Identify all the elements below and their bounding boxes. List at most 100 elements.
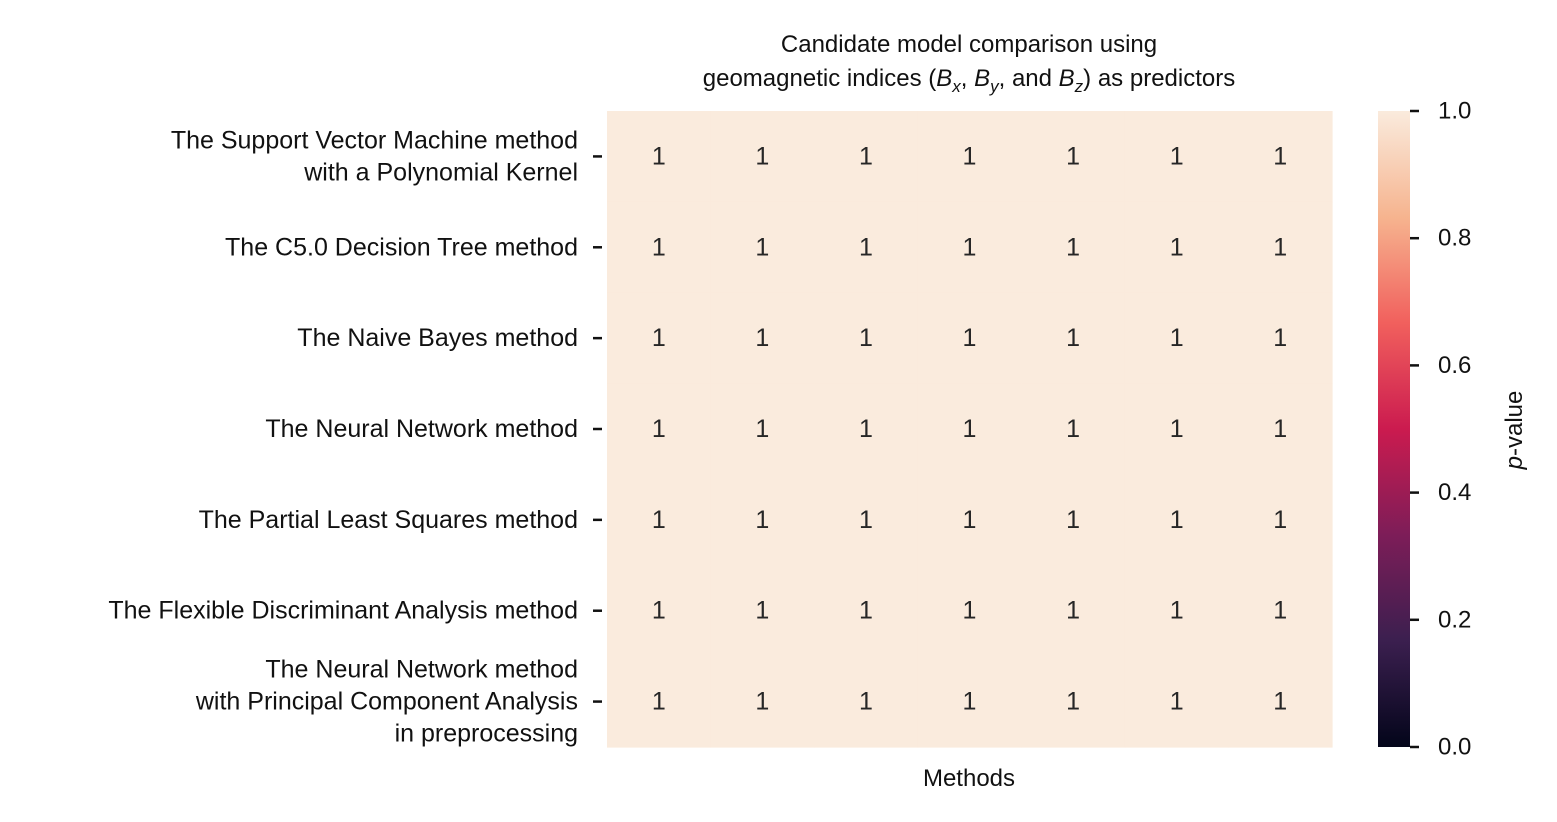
colorbar-gradient — [1378, 111, 1410, 747]
colorbar: 0.0 0.2 0.4 0.6 0.8 1.0 p-value — [1378, 98, 1528, 761]
cell-value-label: 1 — [859, 233, 873, 261]
cell-value-label: 1 — [859, 142, 873, 170]
colorbar-tick-label: 0.0 — [1438, 734, 1471, 761]
heatmap-cell — [1228, 292, 1333, 385]
cell-value-label: 1 — [1273, 597, 1287, 625]
heatmap-cell — [814, 656, 919, 748]
cell-value-label: 1 — [963, 415, 977, 443]
heatmap-cell — [1124, 383, 1230, 476]
cell-value-label: 1 — [859, 597, 873, 625]
heatmap-cell — [1021, 565, 1126, 657]
y-tick-label: The Neural Network method with Principal … — [195, 656, 578, 748]
heatmap-cell — [607, 656, 712, 748]
heatmap-cell — [917, 111, 1022, 203]
cell-value-label: 1 — [963, 506, 977, 534]
heatmap-cell — [1228, 201, 1333, 294]
heatmap-cell — [607, 201, 712, 294]
heatmap-cell — [1228, 474, 1333, 566]
cell-value-label: 1 — [963, 597, 977, 625]
cell-value-label: 1 — [963, 142, 977, 170]
heatmap-cell — [917, 656, 1022, 748]
heatmap-cell — [1021, 292, 1126, 385]
cell-value-label: 1 — [1170, 233, 1184, 261]
cell-value-label: 1 — [1170, 324, 1184, 352]
cell-value-label: 1 — [1273, 688, 1287, 716]
heatmap-cell — [1124, 111, 1230, 203]
cell-value-label: 1 — [1066, 415, 1080, 443]
heatmap-cell-labels: 1 1 1 1 1 1 1 1 1 1 1 1 1 1 1 1 1 1 1 1 1 1 1 1 1 1 1 1 1 1 1 1 1 1 1 1 1 1 1 1… — [652, 142, 1287, 715]
heatmap-cell — [917, 565, 1022, 657]
cell-value-label: 1 — [755, 597, 769, 625]
heatmap-cell — [814, 292, 919, 385]
cell-value-label: 1 — [1273, 142, 1287, 170]
heatmap-cell — [1228, 565, 1333, 657]
cell-value-label: 1 — [755, 142, 769, 170]
heatmap-cell — [814, 111, 919, 203]
cell-value-label: 1 — [652, 688, 666, 716]
cell-value-label: 1 — [1170, 142, 1184, 170]
colorbar-tick-label: 0.4 — [1438, 479, 1471, 506]
heatmap-cell — [710, 474, 815, 566]
heatmap-cell — [917, 292, 1022, 385]
cell-value-label: 1 — [963, 233, 977, 261]
heatmap-cell — [814, 474, 919, 566]
cell-value-label: 1 — [755, 506, 769, 534]
cell-value-label: 1 — [1170, 506, 1184, 534]
chart-title: Candidate model comparison using geomagn… — [703, 31, 1235, 96]
cell-value-label: 1 — [1273, 233, 1287, 261]
cell-value-label: 1 — [652, 324, 666, 352]
cell-value-label: 1 — [1066, 597, 1080, 625]
cell-value-label: 1 — [755, 415, 769, 443]
heatmap-cell — [1124, 565, 1230, 657]
heatmap-cell — [1228, 656, 1333, 748]
heatmap-cell — [710, 383, 815, 476]
cell-value-label: 1 — [1170, 415, 1184, 443]
y-tick-label: The Neural Network method — [265, 415, 578, 443]
cell-value-label: 1 — [1170, 688, 1184, 716]
heatmap-cell — [1021, 656, 1126, 748]
heatmap-cell — [710, 656, 815, 748]
heatmap-cell — [814, 201, 919, 294]
colorbar-tick-label: 0.6 — [1438, 352, 1471, 379]
y-tick-label: The Partial Least Squares method — [199, 506, 578, 534]
cell-value-label: 1 — [1066, 688, 1080, 716]
cell-value-label: 1 — [1273, 506, 1287, 534]
chart-title-line-2: geomagnetic indices (Bx, By, and Bz) as … — [703, 65, 1235, 96]
cell-value-label: 1 — [1066, 324, 1080, 352]
colorbar-tick-label: 0.2 — [1438, 606, 1471, 633]
heatmap-cells — [607, 111, 1333, 748]
cell-value-label: 1 — [652, 233, 666, 261]
cell-value-label: 1 — [1066, 233, 1080, 261]
heatmap-cell — [1228, 111, 1333, 203]
heatmap-cell — [814, 565, 919, 657]
cell-value-label: 1 — [755, 324, 769, 352]
heatmap-cell — [917, 474, 1022, 566]
cell-value-label: 1 — [652, 415, 666, 443]
heatmap-cell — [607, 565, 712, 657]
cell-value-label: 1 — [1273, 324, 1287, 352]
cell-value-label: 1 — [1066, 142, 1080, 170]
cell-value-label: 1 — [755, 688, 769, 716]
heatmap-cell — [1021, 111, 1126, 203]
colorbar-tick-label: 0.8 — [1438, 225, 1471, 252]
y-tick-label: The C5.0 Decision Tree method — [225, 233, 578, 261]
cell-value-label: 1 — [1273, 415, 1287, 443]
heatmap-cell — [710, 565, 815, 657]
cell-value-label: 1 — [1066, 506, 1080, 534]
cell-value-label: 1 — [859, 415, 873, 443]
heatmap-cell — [814, 383, 919, 476]
heatmap-cell — [1124, 474, 1230, 566]
y-tick-label: The Flexible Discriminant Analysis metho… — [108, 597, 578, 625]
cell-value-label: 1 — [859, 506, 873, 534]
y-tick-label: The Naive Bayes method — [297, 324, 578, 352]
colorbar-ticks: 0.0 0.2 0.4 0.6 0.8 1.0 — [1410, 98, 1471, 761]
y-axis-ticks: The Support Vector Machine method with a … — [108, 126, 602, 748]
colorbar-label: p-value — [1501, 391, 1528, 471]
heatmap-cell — [710, 292, 815, 385]
cell-value-label: 1 — [859, 324, 873, 352]
heatmap-cell — [710, 111, 815, 203]
cell-value-label: 1 — [963, 324, 977, 352]
cell-value-label: 1 — [755, 233, 769, 261]
cell-value-label: 1 — [963, 688, 977, 716]
